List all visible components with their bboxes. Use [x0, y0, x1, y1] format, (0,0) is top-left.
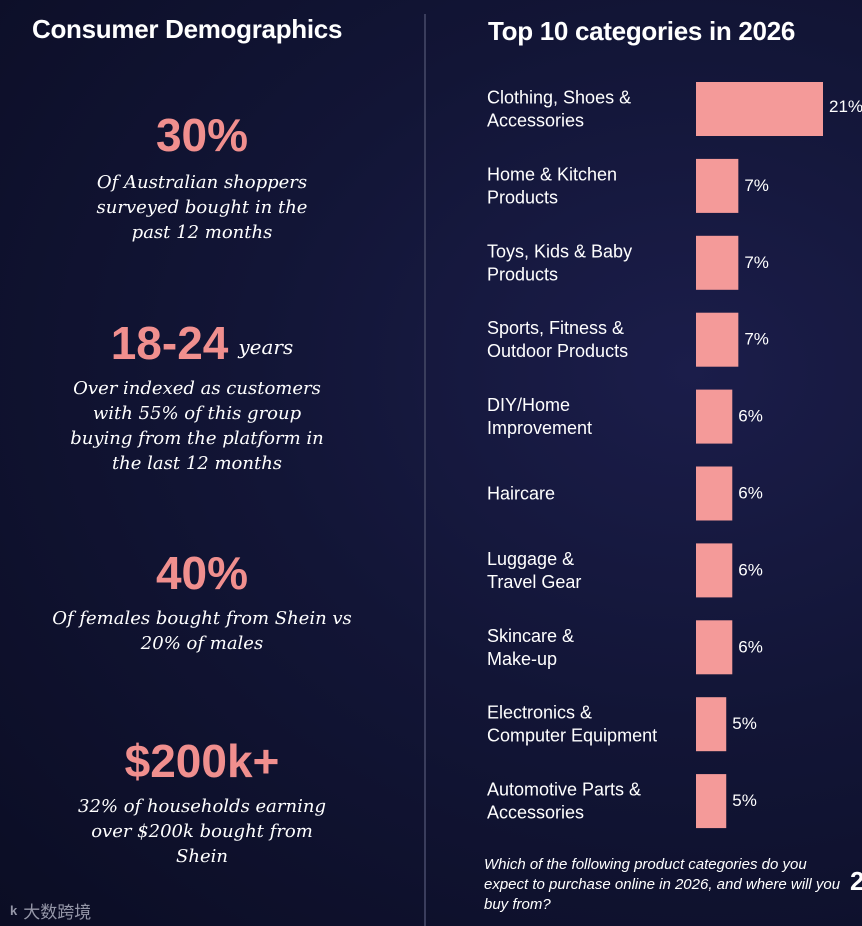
- stat-shoppers-value: 30%: [155, 109, 249, 161]
- category-label-8: Electronics & Computer Equipment: [487, 703, 657, 746]
- bar-2: [696, 235, 739, 290]
- bar-7: [696, 620, 733, 675]
- stat-age-group: 18-24 years Over indexed as customers wit…: [32, 320, 372, 476]
- stat-income-description: 32% of households earning over $200k bou…: [78, 796, 326, 867]
- stat-shoppers: 30% Of Australian shoppers surveyed boug…: [32, 112, 372, 245]
- stat-gender-description: Of females bought from Shein vs 20% of m…: [52, 608, 352, 654]
- stat-shoppers-description: Of Australian shoppers surveyed bought i…: [96, 172, 308, 243]
- chart-title: Top 10 categories in 2026: [488, 16, 796, 46]
- category-label-2: Toys, Kids & Baby Products: [487, 241, 632, 284]
- bar-value-label-3: 7%: [744, 330, 769, 349]
- bar-value-label-7: 6%: [738, 637, 763, 656]
- bar-value-label-1: 7%: [744, 176, 769, 195]
- category-label-0: Clothing, Shoes & Accessories: [487, 88, 631, 131]
- survey-question-footnote: Which of the following product categorie…: [484, 856, 841, 913]
- bar-value-label-6: 6%: [738, 560, 763, 579]
- category-label-6: Luggage & Travel Gear: [487, 549, 581, 592]
- category-label-4: DIY/Home Improvement: [487, 395, 592, 438]
- category-label-3: Sports, Fitness & Outdoor Products: [487, 318, 628, 361]
- watermark-text: 大数跨境: [23, 903, 92, 922]
- category-label-9: Automotive Parts & Accessories: [487, 780, 641, 823]
- stat-age-group-value: 18-24: [110, 317, 229, 369]
- watermark-logo-icon: k: [10, 903, 18, 918]
- bar-value-label-5: 6%: [738, 484, 763, 503]
- bar-0: [696, 82, 823, 136]
- bar-value-label-2: 7%: [744, 253, 769, 272]
- category-label-5: Haircare: [487, 484, 555, 504]
- bar-value-label-8: 5%: [732, 714, 757, 733]
- bar-3: [696, 312, 739, 367]
- category-label-1: Home & Kitchen Products: [487, 164, 617, 207]
- bar-1: [696, 158, 739, 213]
- panel-divider: [424, 14, 426, 926]
- stat-income-value: $200k+: [124, 735, 280, 787]
- stat-gender: 40% Of females bought from Shein vs 20% …: [32, 550, 372, 656]
- bar-8: [696, 697, 727, 752]
- bar-9: [696, 774, 727, 829]
- stat-gender-value: 40%: [155, 547, 249, 599]
- bar-value-label-0: 21%: [829, 97, 862, 116]
- watermark: k 大数跨境: [10, 898, 91, 923]
- left-panel-title: Consumer Demographics: [32, 14, 343, 44]
- bar-value-label-4: 6%: [738, 407, 763, 426]
- page-number: 2: [850, 866, 862, 896]
- bar-6: [696, 543, 733, 598]
- category-label-7: Skincare & Make-up: [487, 626, 574, 669]
- stat-age-group-unit: years: [238, 334, 294, 359]
- bar-4: [696, 389, 733, 444]
- bar-5: [696, 466, 733, 521]
- stat-income: $200k+ 32% of households earning over $2…: [32, 738, 372, 869]
- stat-age-group-description: Over indexed as customers with 55% of th…: [70, 378, 324, 474]
- bar-value-label-9: 5%: [732, 791, 757, 810]
